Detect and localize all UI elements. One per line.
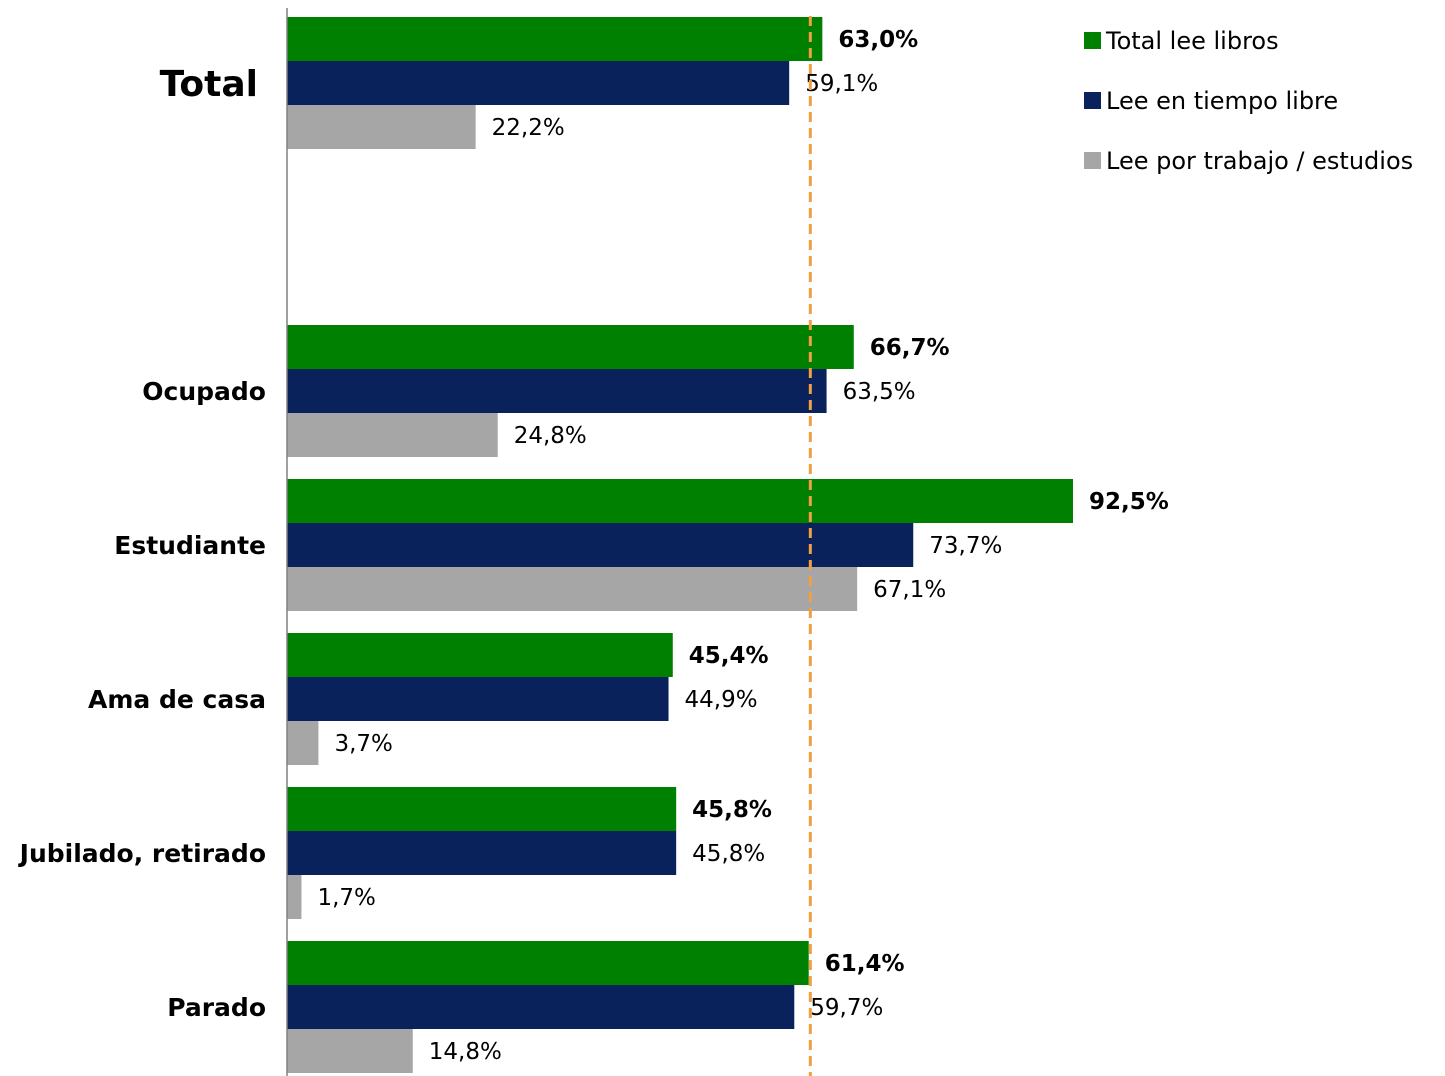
data-label-1-3: 92,5% xyxy=(1089,489,1169,515)
legend-label-1: Total lee libros xyxy=(1105,27,1279,55)
data-label-2-1: 59,1% xyxy=(805,71,878,97)
data-label-2-4: 44,9% xyxy=(685,687,758,713)
data-label-1-2: 66,7% xyxy=(870,335,950,361)
data-label-2-2: 63,5% xyxy=(843,379,916,405)
data-label-1-5: 45,8% xyxy=(692,797,772,823)
bar-1-1 xyxy=(287,17,823,61)
bar-3-4 xyxy=(287,721,319,765)
data-label-1-6: 61,4% xyxy=(825,951,905,977)
bar-3-6 xyxy=(287,1029,413,1073)
category-label-4: Ama de casa xyxy=(88,685,266,714)
bar-3-2 xyxy=(287,413,498,457)
bar-1-2 xyxy=(287,325,854,369)
bar-2-1 xyxy=(287,61,790,105)
category-label-1: Total xyxy=(160,64,258,105)
bar-3-5 xyxy=(287,875,302,919)
data-label-1-1: 63,0% xyxy=(838,27,918,53)
bars-layer xyxy=(287,17,1073,1073)
category-label-2: Ocupado xyxy=(142,377,266,406)
bar-3-1 xyxy=(287,105,476,149)
data-label-1-4: 45,4% xyxy=(689,643,769,669)
category-label-3: Estudiante xyxy=(114,531,266,560)
data-label-3-4: 3,7% xyxy=(334,731,392,757)
bar-2-6 xyxy=(287,985,795,1029)
data-label-2-6: 59,7% xyxy=(810,995,883,1021)
labels-layer: 63,0% 59,1% 22,2% Total 66,7% 63,5% 24,8% Ocupa… xyxy=(18,27,1169,1065)
bar-2-2 xyxy=(287,369,827,413)
data-label-3-2: 24,8% xyxy=(514,423,587,449)
legend-swatch-3 xyxy=(1084,152,1101,169)
data-label-3-6: 14,8% xyxy=(429,1039,502,1065)
bar-1-6 xyxy=(287,941,809,985)
legend: Total lee libros Lee en tiempo libre Lee p… xyxy=(1084,27,1413,175)
data-label-3-5: 1,7% xyxy=(317,885,375,911)
bar-3-3 xyxy=(287,567,858,611)
category-label-6: Parado xyxy=(167,993,266,1022)
bar-1-4 xyxy=(287,633,673,677)
legend-swatch-2 xyxy=(1084,92,1101,109)
bar-1-5 xyxy=(287,787,677,831)
data-label-3-3: 67,1% xyxy=(873,577,946,603)
legend-swatch-1 xyxy=(1084,32,1101,49)
data-label-3-1: 22,2% xyxy=(492,115,565,141)
legend-label-2: Lee en tiempo libre xyxy=(1106,87,1338,115)
bar-2-5 xyxy=(287,831,677,875)
bar-1-3 xyxy=(287,479,1073,523)
legend-label-3: Lee por trabajo / estudios xyxy=(1106,147,1413,175)
category-label-5: Jubilado, retirado xyxy=(18,839,266,868)
data-label-2-5: 45,8% xyxy=(692,841,765,867)
bar-2-4 xyxy=(287,677,669,721)
bar-2-3 xyxy=(287,523,914,567)
data-label-2-3: 73,7% xyxy=(929,533,1002,559)
